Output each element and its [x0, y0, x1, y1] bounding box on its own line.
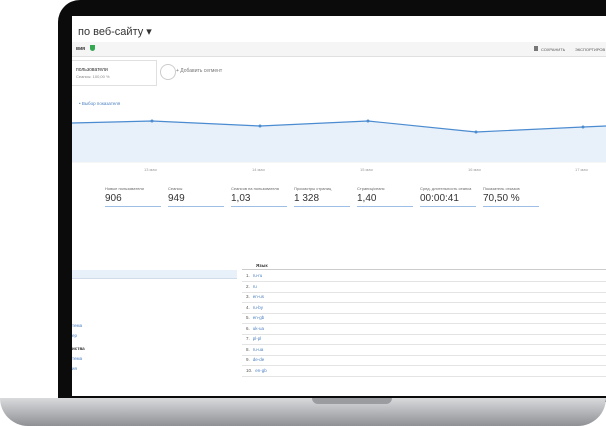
metric-value: 70,50 % — [483, 193, 520, 204]
metric-sparkline — [168, 206, 224, 207]
save-button[interactable]: СОХРАНИТЬ — [541, 46, 566, 52]
row-index: 1. — [246, 273, 250, 278]
date-label: 14 мая — [252, 167, 265, 172]
language[interactable]: en-gb — [252, 315, 265, 320]
table-row: 2. ru — [242, 282, 606, 293]
metric-sparkline — [294, 206, 350, 207]
area — [72, 121, 606, 162]
metric-value: 00:00:41 — [420, 193, 459, 204]
segment-box[interactable]: пользователи Сеансы: 100,00 % — [72, 60, 157, 86]
row-index: 10. — [246, 367, 253, 373]
report-title: по веб-сайту ▾ — [78, 26, 152, 38]
metric-sparkline — [105, 206, 161, 207]
toolbar: вия СОХРАНИТЬ ЭКСПОРТИРОВ — [72, 42, 606, 57]
table-row: 3. en-us — [242, 292, 606, 303]
metric-label: Новые пользователи — [105, 186, 144, 191]
table-rule — [242, 269, 606, 270]
sessions-chart — [72, 119, 606, 163]
table-row: 5. en-gb — [242, 313, 606, 324]
save-icon — [534, 46, 538, 51]
metric-label: Сеансы — [168, 186, 183, 191]
metric-value: 1,40 — [357, 193, 377, 204]
row-index: 9. — [246, 357, 250, 362]
screen: по веб-сайту ▾ вия СОХРАНИТЬ ЭКСПОРТИРОВ… — [72, 16, 606, 396]
table-row: 10. en-gb — [242, 366, 606, 377]
language[interactable]: de-de — [252, 357, 265, 362]
row-index: 3. — [246, 294, 250, 299]
row-index: 7. — [246, 336, 250, 341]
table-row: 9. de-de — [242, 355, 606, 366]
date-label: 15 мая — [360, 167, 373, 172]
left-item[interactable]: ер — [72, 333, 78, 338]
table-row: 1. ru-ru — [242, 271, 606, 282]
table-row: 7. pl-pl — [242, 334, 606, 345]
metric-label: Показатель отказов — [483, 186, 520, 191]
language[interactable]: ru-by — [252, 304, 264, 310]
date-label: 17 мая — [575, 167, 588, 172]
add-segment-icon[interactable] — [160, 64, 176, 80]
metric-selector[interactable]: • Выбор показателя — [79, 101, 121, 106]
date-label: 13 мая — [144, 167, 157, 172]
segment-share: Сеансы: 100,00 % — [76, 74, 110, 79]
view-name: вия — [76, 46, 86, 52]
points — [150, 119, 585, 134]
left-item[interactable]: ия — [72, 366, 77, 371]
export-button[interactable]: ЭКСПОРТИРОВ — [575, 46, 606, 52]
metric-label: Страниц/сеанс — [357, 186, 385, 191]
row-index: 2. — [246, 283, 250, 289]
metric-sparkline — [420, 206, 476, 207]
metric-label: Сеансов на пользователя — [231, 186, 279, 191]
shield-icon — [90, 45, 95, 51]
left-item[interactable]: тема — [72, 323, 83, 328]
language[interactable]: ru-ua — [252, 346, 264, 352]
add-segment[interactable]: + Добавить сегмент — [176, 68, 223, 74]
row-index: 6. — [246, 325, 250, 331]
table-row: 4. ru-by — [242, 303, 606, 314]
segment-name: пользователи — [76, 67, 108, 73]
metric-value: 906 — [105, 193, 122, 204]
metric-value: 1,03 — [231, 193, 251, 204]
language[interactable]: pl-pl — [252, 336, 262, 341]
laptop-notch — [312, 398, 392, 404]
metric-label: Просмотры страниц — [294, 186, 332, 191]
metric-value: 1 328 — [294, 193, 320, 204]
table-row: 6. uk-ua — [242, 324, 606, 335]
language[interactable]: uk-ua — [252, 325, 265, 331]
left-item[interactable]: тема — [72, 356, 83, 361]
metric-sparkline — [483, 206, 539, 207]
metric-sparkline — [231, 206, 287, 207]
table-row: 8. ru-ua — [242, 345, 606, 356]
table-header: Язык — [256, 263, 268, 268]
metric-value: 949 — [168, 193, 185, 204]
date-label: 16 мая — [468, 167, 481, 172]
metric-sparkline — [357, 206, 413, 207]
metric-label: Сред. длительность сеанса — [420, 186, 472, 191]
row-index: 4. — [246, 304, 250, 310]
language[interactable]: en-us — [252, 294, 265, 299]
row-index: 8. — [246, 346, 250, 352]
left-item: иства — [72, 346, 85, 351]
left-selected-row[interactable] — [72, 270, 237, 279]
row-index: 5. — [246, 315, 250, 320]
language[interactable]: ru-ru — [252, 273, 263, 278]
laptop-base — [0, 398, 606, 426]
language[interactable]: en-gb — [255, 367, 267, 373]
language[interactable]: ru — [252, 283, 257, 289]
